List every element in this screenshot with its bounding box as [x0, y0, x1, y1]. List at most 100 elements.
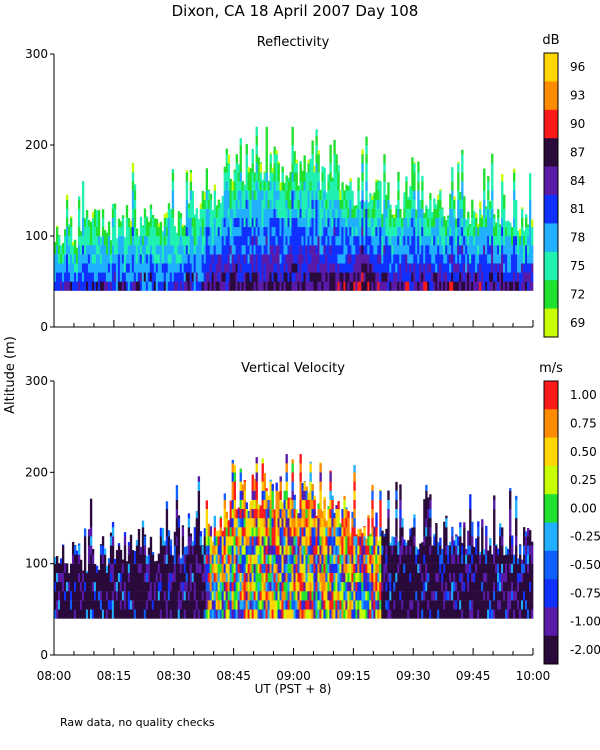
data-cell	[117, 572, 121, 583]
data-cell	[297, 609, 300, 619]
data-cell	[271, 236, 274, 246]
data-cell	[71, 609, 75, 619]
data-cell	[459, 281, 462, 291]
data-cell	[153, 226, 157, 237]
data-cell	[255, 527, 258, 537]
data-cell	[357, 600, 360, 610]
data-cell	[111, 554, 115, 564]
data-cell	[425, 581, 428, 592]
data-cell	[331, 245, 334, 255]
data-cell	[417, 591, 420, 601]
data-cell	[403, 563, 406, 573]
data-cell	[401, 254, 404, 264]
data-cell	[461, 543, 464, 546]
data-cell	[465, 263, 468, 273]
data-cell	[353, 499, 356, 510]
data-cell	[211, 541, 215, 546]
data-cell	[351, 254, 354, 264]
data-cell	[269, 154, 272, 164]
data-cell	[305, 581, 308, 592]
data-cell	[295, 163, 298, 173]
data-cell	[317, 527, 320, 537]
data-cell	[207, 572, 211, 583]
data-cell	[273, 509, 276, 519]
data-cell	[459, 263, 462, 273]
data-cell	[257, 217, 260, 228]
data-cell	[135, 540, 139, 546]
data-cell	[237, 254, 240, 264]
data-cell	[501, 208, 504, 218]
data-cell	[79, 254, 83, 264]
data-cell	[281, 166, 284, 173]
data-cell	[503, 217, 506, 228]
data-cell	[357, 572, 360, 583]
data-cell	[167, 591, 171, 601]
data-cell	[119, 221, 123, 228]
data-cell	[457, 181, 460, 191]
data-cell	[115, 591, 119, 601]
data-cell	[389, 236, 392, 246]
data-cell	[54, 572, 57, 583]
data-cell	[329, 254, 332, 264]
data-cell	[175, 232, 179, 237]
data-cell	[243, 254, 246, 264]
data-cell	[495, 254, 498, 264]
data-cell	[297, 226, 300, 237]
data-cell	[397, 199, 400, 209]
data-cell	[281, 545, 284, 555]
data-cell	[337, 181, 340, 191]
data-cell	[191, 199, 195, 209]
data-cell	[227, 199, 230, 209]
data-cell	[461, 172, 464, 182]
data-cell	[227, 245, 230, 255]
data-cell	[269, 163, 272, 173]
data-cell	[177, 245, 181, 255]
data-cell	[373, 572, 376, 583]
data-cell	[283, 236, 286, 246]
data-cell	[289, 245, 292, 255]
data-cell	[259, 272, 262, 282]
data-cell	[257, 199, 260, 209]
data-cell	[411, 236, 414, 246]
data-cell	[111, 536, 115, 546]
data-cell	[355, 600, 358, 610]
data-cell	[255, 263, 258, 273]
data-cell	[129, 245, 133, 255]
data-cell	[143, 272, 147, 282]
data-cell	[431, 254, 434, 264]
data-cell	[351, 272, 354, 282]
data-cell	[255, 135, 258, 146]
data-cell	[105, 581, 109, 592]
data-cell	[217, 281, 221, 291]
data-cell	[393, 591, 396, 601]
data-cell	[291, 135, 294, 146]
data-cell	[459, 536, 462, 546]
data-cell	[319, 536, 322, 546]
data-cell	[171, 254, 175, 264]
data-cell	[269, 226, 272, 237]
data-cell	[285, 545, 288, 555]
data-cell	[269, 479, 272, 482]
data-cell	[483, 236, 486, 246]
data-cell	[77, 236, 81, 246]
data-cell	[369, 545, 372, 555]
data-cell	[177, 236, 181, 246]
data-cell	[329, 470, 332, 473]
data-cell	[415, 226, 418, 237]
data-cell	[521, 236, 524, 246]
data-cell	[429, 572, 432, 583]
data-cell	[383, 181, 386, 191]
data-cell	[501, 254, 504, 264]
data-cell	[319, 263, 322, 273]
data-cell	[267, 609, 270, 619]
data-cell	[403, 609, 406, 619]
data-cell	[117, 545, 121, 555]
data-cell	[231, 459, 234, 464]
data-cell	[339, 536, 342, 546]
data-cell	[423, 536, 426, 546]
data-cell	[151, 281, 155, 291]
data-cell	[305, 609, 308, 619]
data-cell	[421, 554, 424, 564]
data-cell	[225, 208, 228, 218]
data-cell	[297, 272, 300, 282]
